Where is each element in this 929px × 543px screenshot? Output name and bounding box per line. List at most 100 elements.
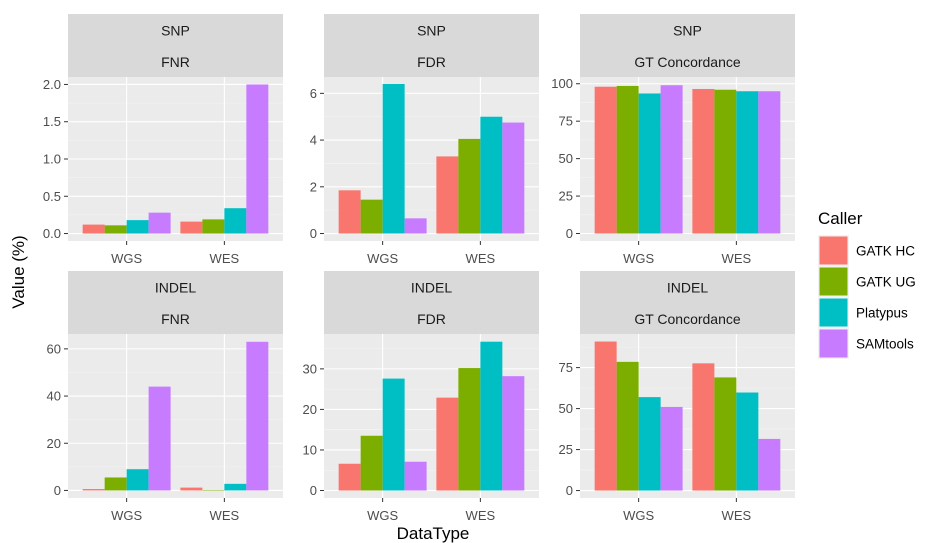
y-tick-label: 1.5 bbox=[43, 114, 61, 129]
y-tick-label: 40 bbox=[47, 389, 61, 404]
bar-platypus-wes bbox=[224, 483, 247, 491]
bar-gatk-ug-wgs bbox=[360, 435, 383, 491]
facet-strip-row bbox=[580, 271, 795, 304]
facet-strip-row-label: SNP bbox=[161, 23, 190, 39]
y-tick-label: 25 bbox=[559, 442, 573, 457]
x-tick-label: WGS bbox=[111, 251, 142, 266]
bar-gatk-hc-wgs bbox=[338, 463, 361, 491]
bar-gatk-hc-wgs bbox=[82, 489, 105, 491]
bar-gatk-ug-wes bbox=[714, 89, 737, 234]
y-tick-label: 0 bbox=[566, 483, 573, 498]
legend: Caller GATK HC GATK UG Platypus SAMtools bbox=[818, 209, 916, 359]
legend-label-gatk-ug: GATK UG bbox=[856, 275, 916, 290]
x-tick-label: WGS bbox=[111, 508, 142, 523]
facet-strip-col-label: GT Concordance bbox=[634, 54, 741, 70]
legend-label-samtools: SAMtools bbox=[856, 337, 914, 352]
bar-samtools-wgs bbox=[404, 218, 427, 234]
facet-strip-row-label: SNP bbox=[673, 23, 702, 39]
x-tick-label: WES bbox=[722, 251, 752, 266]
y-tick-label: 75 bbox=[559, 360, 573, 375]
facet-strip-col-label: FDR bbox=[417, 54, 446, 70]
y-tick-label: 60 bbox=[47, 341, 61, 356]
x-tick-label: WES bbox=[466, 251, 496, 266]
bar-gatk-ug-wgs bbox=[104, 225, 127, 234]
bar-gatk-hc-wes bbox=[180, 487, 203, 491]
facet-strip-row bbox=[580, 14, 795, 47]
bar-gatk-hc-wgs bbox=[594, 86, 617, 234]
bar-gatk-ug-wes bbox=[202, 219, 225, 234]
x-tick-label: WES bbox=[722, 508, 752, 523]
legend-key-platypus bbox=[819, 298, 848, 327]
x-tick-label: WES bbox=[210, 251, 240, 266]
bar-gatk-hc-wgs bbox=[594, 341, 617, 491]
bar-gatk-hc-wes bbox=[436, 397, 459, 491]
facet-strip-col bbox=[68, 304, 283, 334]
y-tick-label: 1.0 bbox=[43, 152, 61, 167]
y-tick-label: 50 bbox=[559, 401, 573, 416]
y-tick-label: 50 bbox=[559, 151, 573, 166]
bar-samtools-wes bbox=[246, 84, 269, 234]
y-tick-label: 20 bbox=[303, 402, 317, 417]
x-tick-label: WGS bbox=[367, 508, 398, 523]
bar-gatk-ug-wgs bbox=[104, 477, 127, 491]
facet-strip-row bbox=[68, 14, 283, 47]
y-tick-label: 30 bbox=[303, 361, 317, 376]
x-tick-label: WGS bbox=[623, 508, 654, 523]
legend-title: Caller bbox=[818, 209, 863, 228]
y-axis-title: Value (%) bbox=[9, 235, 28, 308]
bar-platypus-wgs bbox=[382, 84, 405, 234]
bar-samtools-wgs bbox=[404, 461, 427, 491]
facet-strip-col bbox=[68, 47, 283, 77]
facet-strip-row-label: INDEL bbox=[411, 280, 452, 296]
facet-snp-fnr: SNP FNR 0.0 0.5 1.0 1.5 2.0 WGS WES bbox=[43, 14, 283, 266]
bar-gatk-hc-wes bbox=[180, 221, 203, 234]
y-tick-label: 0 bbox=[54, 483, 61, 498]
facet-snp-gt-concordance: SNP GT Concordance 0 25 50 75 100 WGS WES bbox=[551, 14, 795, 266]
bar-platypus-wgs bbox=[126, 220, 149, 234]
facet-indel-gt-concordance: INDEL GT Concordance 0 25 50 75 WGS WES bbox=[559, 271, 795, 523]
facet-strip-col-label: FDR bbox=[417, 311, 446, 327]
legend-key-samtools bbox=[819, 329, 848, 358]
bar-gatk-ug-wes bbox=[202, 489, 225, 491]
y-tick-label: 0 bbox=[566, 226, 573, 241]
facet-strip-col bbox=[580, 304, 795, 334]
facet-strip-col bbox=[324, 304, 539, 334]
y-tick-label: 100 bbox=[551, 76, 573, 91]
legend-key-gatk-ug bbox=[819, 267, 848, 296]
bar-platypus-wgs bbox=[638, 397, 661, 491]
y-tick-label: 20 bbox=[47, 436, 61, 451]
y-tick-label: 2 bbox=[310, 179, 317, 194]
bar-gatk-ug-wes bbox=[458, 368, 481, 491]
facet-strip-row-label: INDEL bbox=[667, 280, 708, 296]
legend-key-gatk-hc bbox=[819, 236, 848, 265]
legend-label-gatk-hc: GATK HC bbox=[856, 244, 915, 259]
legend-label-platypus: Platypus bbox=[856, 306, 908, 321]
y-tick-label: 0.5 bbox=[43, 189, 61, 204]
bar-gatk-hc-wgs bbox=[82, 224, 105, 234]
y-tick-label: 6 bbox=[310, 86, 317, 101]
bar-gatk-hc-wes bbox=[692, 88, 715, 234]
bar-platypus-wgs bbox=[126, 469, 149, 491]
bar-samtools-wgs bbox=[148, 212, 171, 234]
facet-strip-row-label: INDEL bbox=[155, 280, 196, 296]
facet-strip-row-label: SNP bbox=[417, 23, 446, 39]
bar-samtools-wgs bbox=[660, 85, 683, 234]
facet-snp-fdr: SNP FDR 0 2 4 6 WGS WES bbox=[310, 14, 539, 266]
facet-strip-col bbox=[580, 47, 795, 77]
bar-gatk-ug-wes bbox=[714, 377, 737, 491]
bar-platypus-wgs bbox=[638, 93, 661, 234]
bar-gatk-hc-wgs bbox=[338, 190, 361, 234]
y-tick-label: 75 bbox=[559, 114, 573, 129]
bar-platypus-wes bbox=[224, 208, 247, 234]
x-tick-label: WES bbox=[466, 508, 496, 523]
y-tick-label: 0 bbox=[310, 226, 317, 241]
y-tick-label: 10 bbox=[303, 442, 317, 457]
facet-strip-col-label: GT Concordance bbox=[634, 311, 741, 327]
y-tick-label: 0.0 bbox=[43, 226, 61, 241]
bar-samtools-wgs bbox=[660, 406, 683, 491]
bar-gatk-ug-wgs bbox=[360, 199, 383, 234]
facet-indel-fnr: INDEL FNR 0 20 40 60 WGS WES bbox=[47, 271, 283, 523]
x-axis-title: DataType bbox=[397, 524, 470, 543]
bar-gatk-hc-wes bbox=[692, 363, 715, 491]
